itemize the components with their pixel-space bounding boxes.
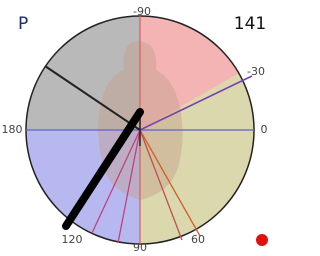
angle-label: 120 [62, 233, 83, 246]
status-dot [256, 234, 268, 246]
reading: 141 [234, 14, 266, 34]
dial-screen: P 141 -90 -30 0 180 120 90 60 [0, 0, 279, 252]
mode-label: P [18, 14, 28, 34]
angle-label: -30 [247, 65, 265, 78]
angle-label: -90 [133, 5, 151, 18]
angle-label: 180 [2, 123, 23, 136]
angle-label: 60 [191, 233, 205, 246]
angle-label: 90 [133, 241, 147, 252]
angle-label: 0 [261, 123, 268, 136]
